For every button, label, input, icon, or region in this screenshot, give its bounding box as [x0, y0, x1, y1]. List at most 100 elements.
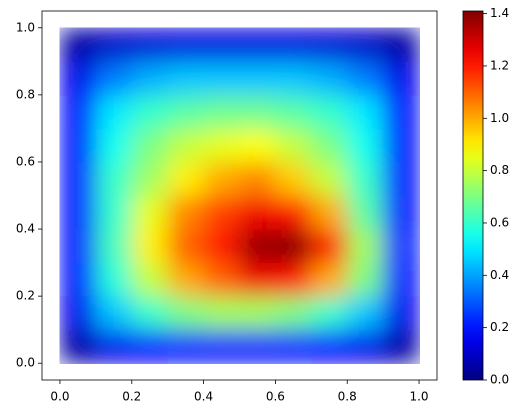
heat-cell [347, 27, 384, 62]
heat-cell [167, 161, 205, 196]
heat-cell [203, 61, 240, 96]
heat-cell [383, 61, 420, 96]
heat-cell [347, 329, 384, 364]
heat-cell [383, 94, 420, 129]
heat-cell [131, 296, 169, 331]
y-tick-label: 0.2 [16, 289, 35, 303]
colorbar-tick-label: 0.2 [490, 320, 509, 334]
x-tick-label: 0.6 [266, 390, 285, 404]
heat-cell [347, 161, 384, 196]
heat-cell [131, 61, 169, 96]
heat-cell [383, 27, 420, 62]
colorbar-tick-label: 1.0 [490, 111, 509, 125]
heat-cell [347, 195, 384, 230]
heat-cell [275, 296, 312, 331]
heat-cell [347, 94, 384, 129]
heat-cell [275, 128, 312, 163]
y-tick-label: 0.0 [16, 356, 35, 370]
heat-cell [347, 229, 384, 264]
heat-cell [275, 27, 312, 62]
heat-cell [311, 94, 348, 129]
heat-cell [59, 61, 97, 96]
heat-cell [239, 195, 276, 230]
colorbar-tick-label: 1.4 [490, 6, 509, 20]
heat-cell [311, 128, 348, 163]
heat-cell [59, 161, 97, 196]
heat-cell [239, 296, 276, 331]
heatmap [59, 27, 420, 364]
heat-cell [95, 195, 133, 230]
x-tick-label: 0.2 [122, 390, 141, 404]
heat-cell [347, 128, 384, 163]
heat-cell [131, 229, 169, 264]
heat-cell [275, 229, 312, 264]
heat-cell [239, 27, 276, 62]
heat-cell [203, 296, 240, 331]
heat-cell [203, 262, 240, 297]
heat-cell [275, 195, 312, 230]
heat-cell [203, 329, 240, 364]
x-tick-label: 0.0 [50, 390, 69, 404]
heat-cell [95, 329, 133, 364]
heat-cell [383, 128, 420, 163]
heat-cell [239, 229, 276, 264]
heat-cell [167, 262, 205, 297]
y-tick-label: 0.6 [16, 154, 35, 168]
plot-frame [41, 10, 438, 381]
colorbar [462, 10, 484, 381]
heat-cell [167, 296, 205, 331]
heat-cell [239, 94, 276, 129]
heat-cell [347, 262, 384, 297]
heat-cell [131, 128, 169, 163]
heat-cell [203, 27, 240, 62]
heat-cell [311, 161, 348, 196]
heat-cell [59, 262, 97, 297]
colorbar-tick-label: 0.4 [490, 268, 509, 282]
heat-cell [131, 195, 169, 230]
heat-cell [311, 229, 348, 264]
heat-cell [95, 229, 133, 264]
heat-cell [203, 229, 240, 264]
heat-cell [131, 161, 169, 196]
colorbar-tick-label: 1.2 [490, 58, 509, 72]
x-tick-label: 0.4 [194, 390, 213, 404]
heat-cell [275, 329, 312, 364]
heat-cell [275, 61, 312, 96]
heat-cell [383, 296, 420, 331]
colorbar-tick-label: 0.6 [490, 215, 509, 229]
heat-cell [275, 161, 312, 196]
heat-cell [347, 61, 384, 96]
y-tick-label: 0.8 [16, 87, 35, 101]
heat-cell [59, 229, 97, 264]
heat-cell [383, 329, 420, 364]
x-tick-label: 0.8 [338, 390, 357, 404]
heat-cell [203, 94, 240, 129]
heat-cell [95, 94, 133, 129]
colorbar-tick-label: 0.8 [490, 163, 509, 177]
heat-cell [311, 195, 348, 230]
heat-cell [239, 161, 276, 196]
heat-cell [167, 195, 205, 230]
y-tick-label: 0.4 [16, 222, 35, 236]
heat-cell [131, 94, 169, 129]
heat-cell [59, 329, 97, 364]
heat-cell [131, 329, 169, 364]
heat-cell [383, 195, 420, 230]
heat-cell [203, 128, 240, 163]
heat-cell [239, 329, 276, 364]
heat-cell [59, 296, 97, 331]
heat-cell [275, 262, 312, 297]
heat-cell [239, 262, 276, 297]
heat-cell [167, 128, 205, 163]
heat-cell [383, 262, 420, 297]
heat-cell [275, 94, 312, 129]
heat-cell [311, 296, 348, 331]
heat-cell [347, 296, 384, 331]
heat-cell [383, 161, 420, 196]
heat-cell [95, 128, 133, 163]
heat-cell [131, 27, 169, 62]
heat-cell [167, 61, 205, 96]
heat-cell [239, 128, 276, 163]
